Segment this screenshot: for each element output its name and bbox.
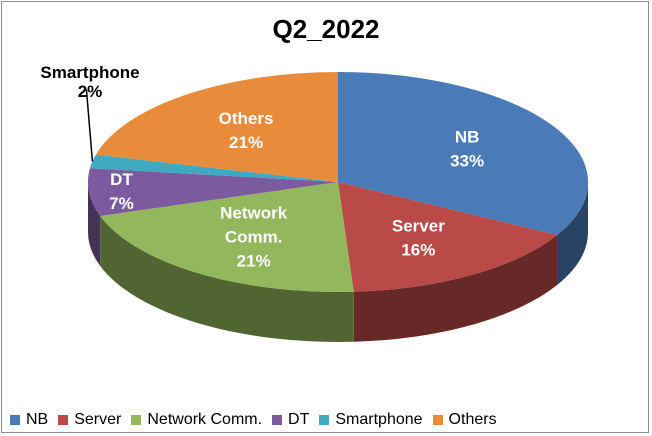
legend-swatch-dt — [272, 415, 283, 425]
legend-swatch-smartphone — [319, 415, 330, 425]
legend-item-server: Server — [58, 411, 121, 429]
legend-label-smartphone: Smartphone — [335, 411, 423, 428]
slice-label-name-network-comm: Comm. — [225, 228, 283, 247]
legend-label-server: Server — [74, 411, 122, 428]
slice-label-name-nb: NB — [455, 127, 480, 146]
legend-item-smartphone: Smartphone — [319, 411, 423, 429]
legend-item-nb: NB — [10, 411, 48, 429]
slice-side-network-comm — [100, 215, 354, 342]
slice-label-value-nb: 33% — [450, 151, 484, 170]
slice-dt — [88, 168, 339, 216]
slice-label-value-smartphone: 2% — [78, 82, 103, 101]
label-leader-smartphone — [85, 89, 94, 162]
slice-label-name-server: Server — [392, 217, 445, 236]
slice-label-value-server: 16% — [401, 241, 435, 260]
legend-label-network-comm: Network Comm. — [147, 411, 263, 428]
slice-label-value-others: 21% — [229, 133, 263, 152]
slice-server — [338, 182, 558, 292]
slice-label-name-dt: DT — [110, 170, 133, 189]
legend-swatch-nb — [10, 415, 20, 425]
legend-item-network-comm: Network Comm. — [131, 411, 262, 429]
slice-network-comm — [100, 182, 354, 292]
slice-side-nb — [557, 182, 588, 285]
slice-side-dt — [88, 182, 101, 266]
slice-label-name-smartphone: Smartphone — [40, 63, 139, 82]
slice-label-name-network-comm: Network — [220, 204, 288, 223]
slice-label-value-dt: 7% — [109, 194, 134, 213]
legend-swatch-server — [58, 415, 69, 425]
legend-swatch-network-comm — [131, 415, 142, 425]
slice-label-name-others: Others — [219, 109, 274, 128]
legend-label-dt: DT — [288, 411, 310, 428]
legend-label-others: Others — [448, 411, 497, 428]
chart-title: Q2_2022 — [272, 14, 380, 44]
slice-smartphone — [89, 154, 339, 182]
legend-swatch-others — [432, 415, 443, 425]
slice-others — [95, 72, 338, 182]
chart-legend: NB Server Network Comm. DT Smartphone Others — [10, 408, 507, 432]
slice-side-server — [353, 234, 558, 342]
slice-label-value-network-comm: 21% — [237, 252, 271, 271]
slice-nb — [338, 72, 589, 235]
legend-label-nb: NB — [26, 411, 49, 428]
legend-item-others: Others — [432, 411, 497, 429]
legend-item-dt: DT — [272, 411, 309, 429]
